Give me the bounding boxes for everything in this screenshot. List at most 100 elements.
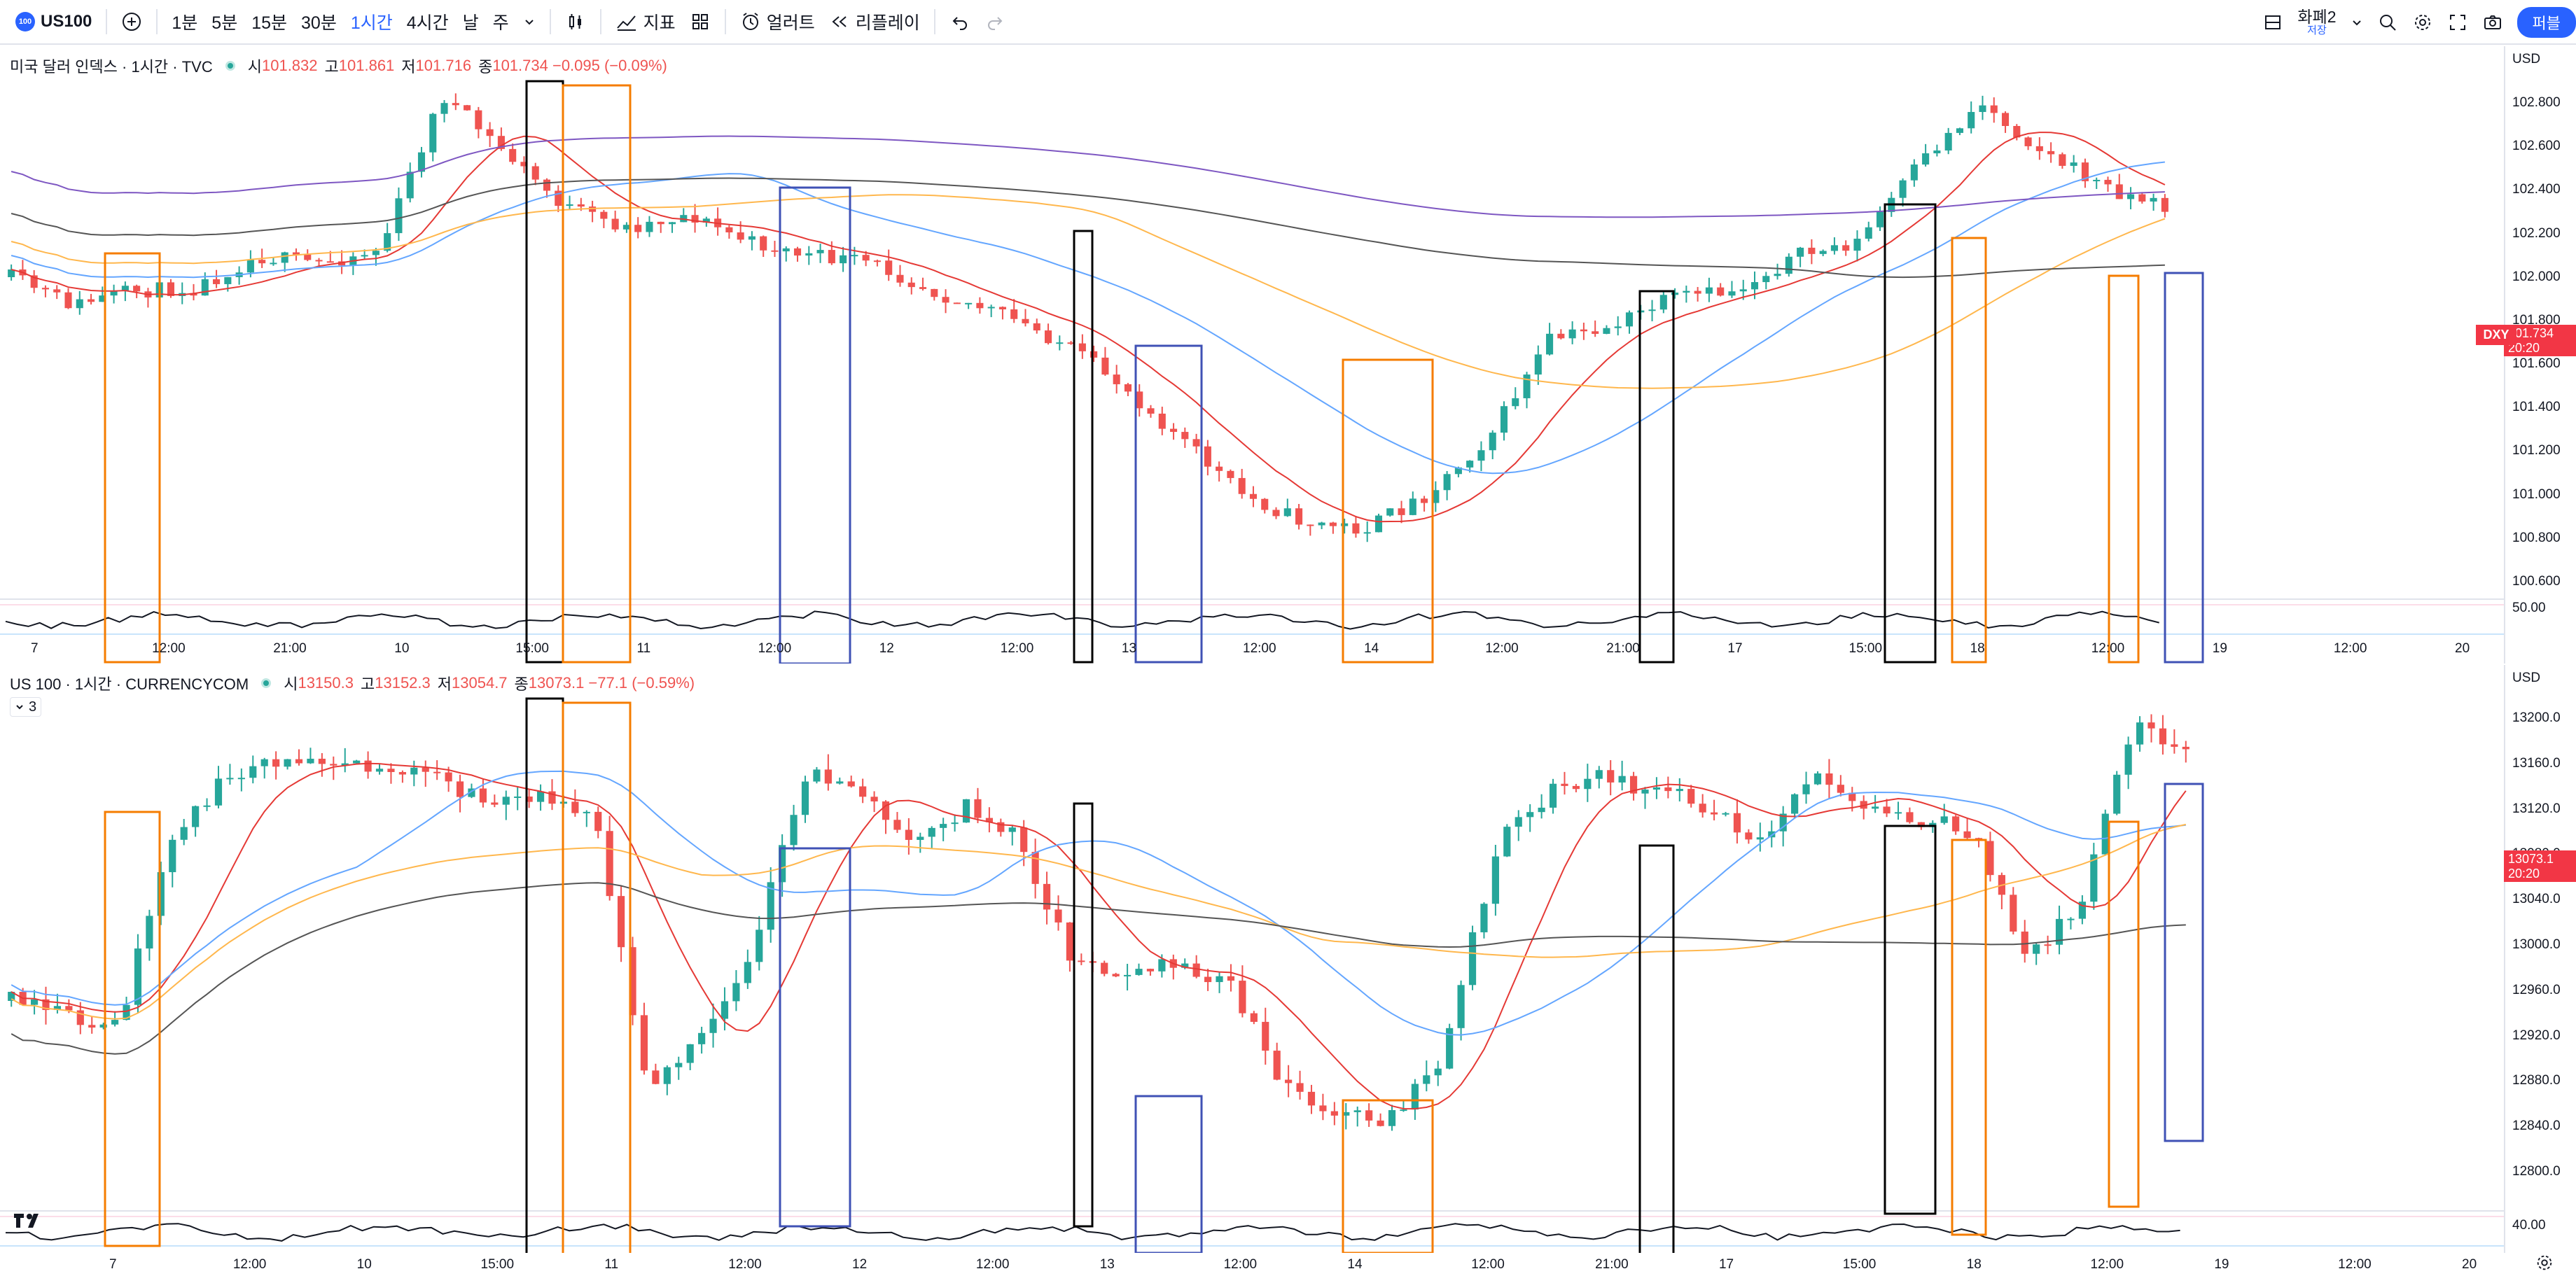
candle	[634, 225, 642, 232]
oscillator-line	[5, 610, 2159, 630]
candle	[840, 255, 847, 264]
top-toolbar: 100 US100 1분 5분 15분 30분 1시간 4시간 날 주 지표 얼…	[0, 0, 2576, 45]
layout-dropdown[interactable]	[2344, 6, 2370, 39]
time-axis-us100[interactable]: 7 12:00 10 15:00 11 12:00 12 12:00 13 12:00 14 12:0…	[0, 1253, 2504, 1276]
snapshot-button[interactable]	[2475, 6, 2510, 39]
time-tick-label: 12:00	[1243, 641, 1276, 656]
candle	[1446, 1028, 1454, 1069]
drawn-rectangle	[2164, 783, 2204, 1142]
indicators-button[interactable]: 지표	[608, 5, 683, 38]
interval-day[interactable]: 날	[462, 13, 479, 33]
price-tick-label: 12920.0	[2512, 1028, 2561, 1043]
settings-button[interactable]	[2405, 6, 2440, 39]
price-tick-label: 101.800	[2512, 312, 2561, 328]
candle	[1883, 806, 1891, 814]
interval-week[interactable]: 주	[492, 13, 509, 33]
time-tick-label: 18	[1970, 641, 1985, 656]
moving-average-line	[11, 161, 2166, 475]
candle	[1022, 318, 1029, 323]
candle	[629, 947, 636, 1016]
candle	[295, 759, 303, 764]
candle	[1687, 789, 1695, 804]
interval-4h[interactable]: 4시간	[406, 13, 449, 33]
candle	[237, 778, 245, 780]
candle	[375, 769, 384, 772]
search-button[interactable]	[2370, 6, 2405, 39]
last-price-tag: 13073.1 20:20	[2504, 850, 2576, 883]
drawn-rectangle	[779, 847, 851, 1228]
candle	[2001, 113, 2010, 126]
candle	[885, 260, 893, 275]
time-tick-label: 11	[636, 641, 651, 656]
candle	[2126, 194, 2135, 199]
candle	[475, 110, 482, 129]
candle	[304, 254, 312, 260]
candle	[1158, 959, 1166, 972]
candle	[99, 1024, 107, 1028]
market-status-icon[interactable]	[225, 61, 235, 71]
replay-button[interactable]: 리플레이	[822, 5, 927, 38]
drawn-rectangle	[104, 252, 161, 664]
fullscreen-button[interactable]	[2440, 6, 2475, 39]
chart-canvas-dxy[interactable]	[0, 46, 2504, 664]
price-scale-us100[interactable]: USD 13200.013160.013120.013080.013040.01…	[2504, 665, 2576, 1253]
legend-title[interactable]: US 100 · 1시간 · CURRENCYCOM	[10, 675, 249, 693]
indicators-collapse-button[interactable]: 3	[10, 697, 42, 717]
candle	[1906, 812, 1914, 822]
interval-15m[interactable]: 15분	[251, 13, 288, 33]
market-status-icon[interactable]	[261, 678, 272, 688]
redo-button[interactable]	[977, 5, 1012, 38]
compare-symbol-button[interactable]	[114, 5, 149, 38]
templates-button[interactable]	[683, 5, 718, 38]
oscillator-line	[5, 1223, 2180, 1242]
candle	[1546, 333, 1554, 355]
candle	[260, 759, 268, 766]
interval-dropdown[interactable]	[516, 5, 543, 38]
symbol-search[interactable]: 100 US100	[8, 5, 99, 38]
candle	[1990, 105, 1998, 113]
chart-type-button[interactable]	[558, 5, 593, 38]
undo-button[interactable]	[942, 5, 977, 38]
legend-title[interactable]: 미국 달러 인덱스 · 1시간 · TVC	[10, 58, 213, 76]
time-axis-dxy[interactable]: 7 12:00 21:00 10 15:00 11 12:00 12 12:00 13 12:00 1…	[0, 637, 2504, 662]
currency-label[interactable]: USD	[2512, 52, 2541, 66]
candle	[1607, 770, 1615, 783]
candle	[180, 827, 188, 840]
ohlc-low-key: 저	[437, 675, 452, 693]
candle	[429, 113, 437, 153]
candle	[1432, 490, 1440, 503]
candle	[110, 290, 118, 296]
interval-1h[interactable]: 1시간	[350, 13, 393, 33]
layout-name-button[interactable]: 화폐2 저장	[2290, 6, 2343, 39]
candle	[1797, 247, 1804, 257]
candle	[1078, 343, 1086, 351]
candle	[486, 129, 494, 136]
ohlc-close-key: 종	[478, 58, 493, 76]
candle	[201, 279, 209, 296]
candle	[1158, 413, 1166, 429]
candle	[1979, 105, 1986, 112]
chart-pane-dxy[interactable]: 미국 달러 인덱스 · 1시간 · TVC 시 101.832 고 101.861 …	[0, 46, 2576, 664]
interval-30m[interactable]: 30분	[301, 13, 337, 33]
layout-select-button[interactable]	[2255, 6, 2290, 39]
price-tick-label: 13120.0	[2512, 801, 2561, 816]
candle	[1671, 292, 1679, 295]
currency-label[interactable]: USD	[2512, 671, 2541, 685]
tradingview-logo[interactable]	[13, 1211, 46, 1235]
chart-canvas-us100[interactable]	[0, 665, 2504, 1253]
interval-5m[interactable]: 5분	[211, 13, 238, 33]
publish-button[interactable]: 퍼블	[2516, 7, 2576, 38]
oscillator-level-label: 50.00	[2512, 601, 2546, 615]
candle	[782, 248, 790, 252]
drawn-rectangle	[104, 811, 161, 1247]
candle	[686, 1044, 694, 1063]
chart-settings-button[interactable]	[2535, 1253, 2556, 1274]
alerts-button[interactable]: 얼러트	[733, 5, 822, 38]
interval-1m[interactable]: 1분	[172, 13, 198, 33]
price-scale-dxy[interactable]: USD 102.800 102.600 102.400 102.200 102.000 1…	[2504, 46, 2576, 664]
fullscreen-icon	[2449, 15, 2465, 30]
candle	[42, 999, 50, 1010]
candle	[1192, 439, 1200, 447]
candle	[756, 930, 763, 962]
chart-pane-us100[interactable]: US 100 · 1시간 · CURRENCYCOM 시 13150.3 고 131…	[0, 665, 2576, 1253]
